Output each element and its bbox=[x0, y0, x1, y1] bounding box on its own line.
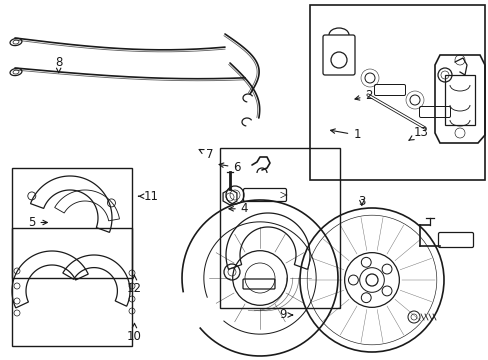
Bar bbox=[12, 168, 132, 278]
Text: 9: 9 bbox=[278, 309, 292, 321]
Text: 11: 11 bbox=[138, 190, 159, 203]
Text: 4: 4 bbox=[228, 202, 248, 215]
Bar bbox=[12, 228, 132, 346]
Text: 2: 2 bbox=[354, 89, 372, 102]
Text: 8: 8 bbox=[55, 56, 62, 73]
Text: 1: 1 bbox=[330, 129, 360, 141]
Text: 10: 10 bbox=[127, 323, 142, 343]
Text: 12: 12 bbox=[127, 275, 142, 294]
Text: 5: 5 bbox=[28, 216, 47, 229]
Bar bbox=[220, 148, 339, 308]
Text: 6: 6 bbox=[219, 161, 241, 174]
Text: 13: 13 bbox=[408, 126, 428, 140]
Text: 3: 3 bbox=[357, 195, 365, 208]
Bar bbox=[309, 5, 484, 180]
Text: 7: 7 bbox=[199, 148, 213, 161]
